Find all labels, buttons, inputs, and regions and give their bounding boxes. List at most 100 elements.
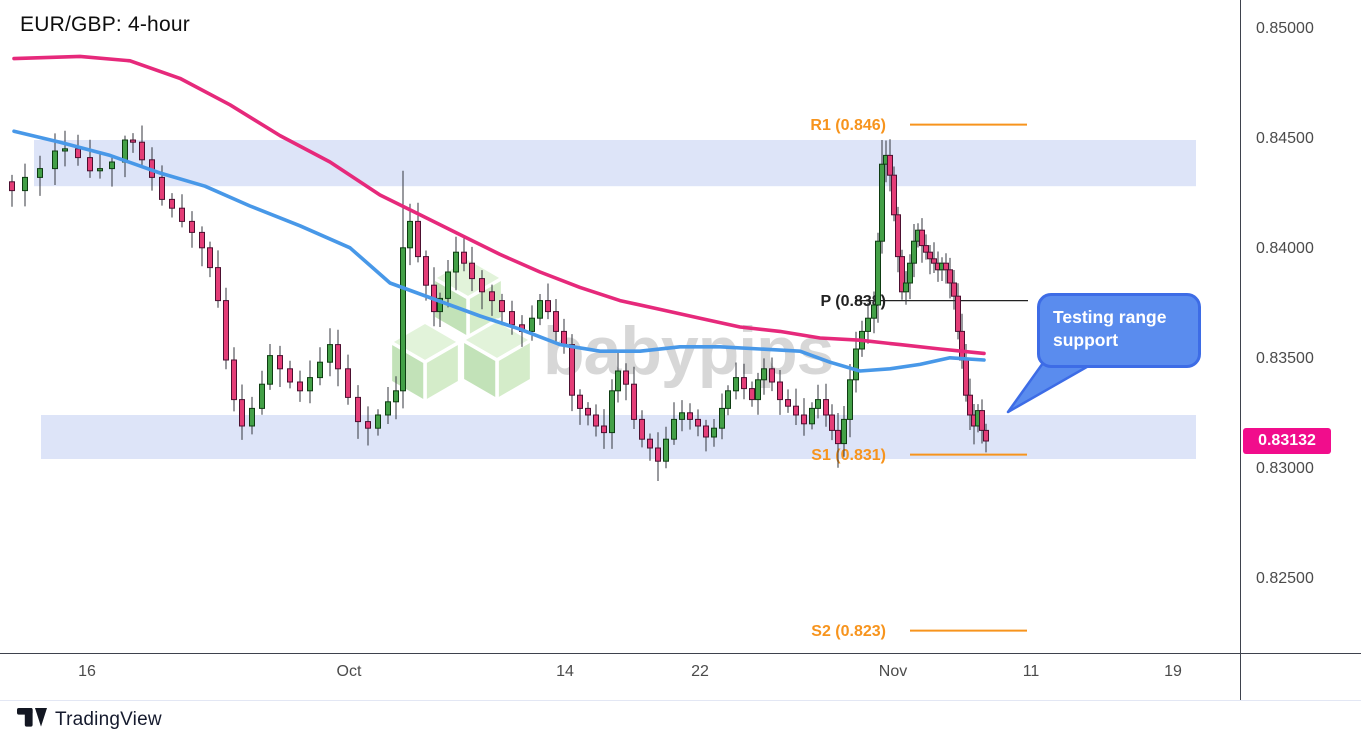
price-axis-tick: 0.84000 xyxy=(1256,240,1314,257)
candle-up xyxy=(725,390,731,409)
candle-up xyxy=(871,304,877,319)
price-axis[interactable]: 0.85000 0.84500 0.84000 0.83500 0.83000 0.825… xyxy=(1241,0,1361,653)
candle-down xyxy=(179,207,185,222)
candle-up xyxy=(537,300,543,319)
candle-down xyxy=(631,383,637,420)
time-axis-tick: 19 xyxy=(1164,663,1182,680)
time-axis-tick: 14 xyxy=(556,663,574,680)
candle-up xyxy=(711,427,717,438)
candle-down xyxy=(801,414,807,425)
candle-down xyxy=(829,414,835,431)
candle-down xyxy=(159,176,165,200)
candle-up xyxy=(761,368,767,381)
candle-down xyxy=(577,394,583,409)
candle-down xyxy=(887,154,893,176)
time-axis[interactable]: 16 Oct 14 22 Nov 11 19 xyxy=(0,654,1240,700)
candle-up xyxy=(97,168,103,172)
price-axis-tick: 0.83500 xyxy=(1256,350,1314,367)
candle-up xyxy=(453,251,459,273)
candle-down xyxy=(75,148,81,159)
candle-down xyxy=(469,262,475,280)
last-price-badge: 0.83132 xyxy=(1243,427,1331,454)
candle-down xyxy=(231,359,237,401)
candle-up xyxy=(259,383,265,409)
candle-up xyxy=(393,390,399,403)
candle-up xyxy=(385,401,391,416)
candle-down xyxy=(561,330,567,346)
babypips-cube-face xyxy=(460,338,499,402)
tradingview-attribution[interactable]: TradingView xyxy=(17,708,162,732)
candle-up xyxy=(841,418,847,445)
candle-down xyxy=(130,139,136,143)
range-support-zone xyxy=(41,415,1196,459)
price-axis-tick: 0.85000 xyxy=(1256,20,1314,37)
candle-down xyxy=(895,214,901,258)
candle-down xyxy=(951,282,957,297)
candle-down xyxy=(139,141,145,161)
candle-up xyxy=(903,282,909,293)
level-label-S2: S2 (0.823) xyxy=(811,623,886,640)
candle-down xyxy=(479,278,485,293)
range-resistance-zone xyxy=(34,140,1196,187)
candle-down xyxy=(955,295,961,332)
candle-down xyxy=(239,399,245,427)
candle-down xyxy=(687,412,693,420)
candle-up xyxy=(375,414,381,429)
candle-up xyxy=(907,262,913,284)
candle-down xyxy=(639,418,645,440)
candle-down xyxy=(741,377,747,390)
candle-down xyxy=(927,251,933,260)
candle-up xyxy=(853,348,859,381)
candle-down xyxy=(345,368,351,398)
candle-down xyxy=(365,421,371,429)
time-axis-tick: 16 xyxy=(78,663,96,680)
candle-down xyxy=(9,181,15,192)
fast-ma-line[interactable] xyxy=(12,129,986,373)
candle-up xyxy=(809,407,815,425)
candle-down xyxy=(963,359,969,396)
callout-text-line1: Testing range xyxy=(1053,307,1167,327)
candle-down xyxy=(785,399,791,407)
candle-up xyxy=(62,148,68,152)
candle-down xyxy=(891,174,897,216)
candle-down xyxy=(87,157,93,172)
candlesticks xyxy=(9,125,989,481)
candle-down xyxy=(199,231,205,249)
time-axis-tick: 11 xyxy=(1022,663,1040,680)
price-axis-tick: 0.84500 xyxy=(1256,130,1314,147)
level-label-S1: S1 (0.831) xyxy=(811,447,886,464)
candle-down xyxy=(545,300,551,313)
candle-down xyxy=(749,388,755,401)
candle-up xyxy=(249,407,255,427)
time-axis-border xyxy=(0,653,1361,654)
candle-down xyxy=(215,267,221,302)
candle-down xyxy=(959,330,965,361)
candle-down xyxy=(223,300,229,361)
candle-down xyxy=(919,229,925,247)
candle-up xyxy=(37,168,43,178)
candle-down xyxy=(777,381,783,401)
candle-down xyxy=(947,269,953,284)
candle-up xyxy=(317,361,323,379)
candle-up xyxy=(911,240,917,264)
candle-down xyxy=(499,300,505,313)
candle-down xyxy=(623,370,629,385)
slow-ma-line[interactable] xyxy=(12,54,986,356)
price-axis-border xyxy=(1240,0,1241,700)
footer-divider xyxy=(0,700,1361,701)
candle-down xyxy=(703,425,709,438)
candle-up xyxy=(719,407,725,429)
candle-up xyxy=(879,163,885,242)
candle-down xyxy=(655,447,661,462)
candle-up xyxy=(847,379,853,420)
testing-range-support-callout[interactable]: Testing range support xyxy=(1037,293,1201,368)
candle-down xyxy=(593,414,599,427)
candle-down xyxy=(647,438,653,449)
candle-down xyxy=(943,262,949,271)
candle-up xyxy=(529,317,535,332)
candle-down xyxy=(189,220,195,233)
candle-down xyxy=(297,381,303,392)
candle-up xyxy=(875,240,881,306)
chart-title: EUR/GBP: 4-hour xyxy=(20,13,190,36)
